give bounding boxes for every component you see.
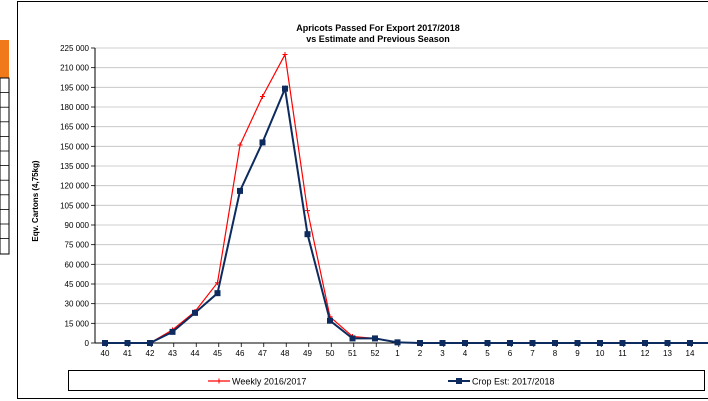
x-tick-label: 42 xyxy=(146,349,155,358)
x-tick-label: 43 xyxy=(168,349,177,358)
data-point-marker xyxy=(439,340,446,346)
y-tick-label: 60 000 xyxy=(65,260,90,269)
data-point-marker xyxy=(484,340,491,346)
side-panel-lines xyxy=(0,92,9,240)
gridlines xyxy=(94,47,708,344)
data-point-marker xyxy=(417,340,423,346)
data-point-marker xyxy=(237,142,243,148)
y-tick-label: 105 000 xyxy=(60,201,89,210)
x-tick-label: 52 xyxy=(371,349,380,358)
y-tick-label: 0 xyxy=(85,339,90,348)
x-tick-label: 46 xyxy=(236,349,245,358)
x-tick-label: 9 xyxy=(575,349,580,358)
y-tick-label: 210 000 xyxy=(60,64,89,73)
legend: Weekly 2016/2017 Crop Est: 2017/2018 xyxy=(208,377,555,387)
legend-label: Weekly 2016/2017 xyxy=(232,377,306,387)
data-point-marker xyxy=(327,317,333,324)
data-point-marker xyxy=(147,340,153,346)
data-point-marker xyxy=(597,340,603,346)
data-point-marker xyxy=(372,335,378,342)
x-tick-label: 40 xyxy=(101,349,110,358)
x-tick-label: 3 xyxy=(440,349,445,358)
data-point-marker xyxy=(260,94,265,100)
data-point-marker xyxy=(687,340,693,346)
data-point-marker xyxy=(462,340,468,346)
data-point-marker xyxy=(282,85,288,92)
x-tick-label: 47 xyxy=(258,349,267,358)
x-tick-label: 50 xyxy=(326,349,335,358)
chart-title: Apricots Passed For Export 2017/2018 xyxy=(296,23,460,33)
legend-marker xyxy=(216,378,222,384)
y-tick-label: 120 000 xyxy=(60,182,89,191)
x-tick-label: 14 xyxy=(686,349,695,358)
x-tick-label: 6 xyxy=(508,349,513,358)
x-tick-label: 11 xyxy=(618,349,627,358)
data-point-marker xyxy=(349,335,356,342)
x-tick-label: 4 xyxy=(463,349,468,358)
x-tick-label: 48 xyxy=(281,349,290,358)
data-point-marker xyxy=(664,340,671,346)
x-tick-label: 2 xyxy=(418,349,423,358)
legend-marker xyxy=(456,378,462,384)
x-tick-label: 51 xyxy=(348,349,357,358)
data-point-marker xyxy=(574,340,581,346)
data-point-marker xyxy=(237,187,243,194)
data-point-marker xyxy=(394,339,401,346)
chart-subtitle: vs Estimate and Previous Season xyxy=(306,34,450,44)
data-point-marker xyxy=(124,340,131,346)
data-point-marker xyxy=(169,328,176,335)
data-point-marker xyxy=(192,309,198,316)
y-tick-label: 195 000 xyxy=(60,83,89,92)
data-point-marker xyxy=(304,231,311,238)
x-tick-label: 45 xyxy=(213,349,222,358)
x-tick-label: 5 xyxy=(485,349,490,358)
legend-label: Crop Est: 2017/2018 xyxy=(472,377,555,387)
data-point-marker xyxy=(102,340,108,346)
x-axis-ticks: 40 41 42 43 44 45 46 47 48 49 50 51 52 1 2 3 4 5 6 7 8 9 10 11 1… xyxy=(101,343,695,358)
data-point-marker xyxy=(619,340,626,346)
series-line-1 xyxy=(105,84,708,344)
y-tick-label: 150 000 xyxy=(60,142,89,151)
series-layer xyxy=(102,52,708,346)
x-tick-label: 10 xyxy=(596,349,605,358)
x-tick-label: 8 xyxy=(553,349,558,358)
side-panel-fragment xyxy=(0,40,10,255)
y-tick-label: 135 000 xyxy=(60,162,89,171)
y-tick-label: 90 000 xyxy=(65,221,90,230)
y-tick-label: 30 000 xyxy=(65,300,90,309)
data-point-marker xyxy=(552,340,558,346)
legend-box xyxy=(68,370,705,391)
x-tick-label: 49 xyxy=(303,349,312,358)
x-tick-label: 13 xyxy=(663,349,672,358)
x-tick-label: 41 xyxy=(123,349,132,358)
y-tick-label: 225 000 xyxy=(60,44,89,53)
y-tick-label: 180 000 xyxy=(60,103,89,112)
x-tick-label: 44 xyxy=(191,349,200,358)
data-point-marker xyxy=(507,340,513,346)
y-axis-label: Eqv. Cartons (4,75kg) xyxy=(31,160,40,242)
x-tick-label: 1 xyxy=(395,349,400,358)
x-tick-label: 7 xyxy=(530,349,535,358)
y-axis-ticks: 0 15 000 30 000 45 000 60 000 75 000 90 000 105… xyxy=(60,44,95,348)
x-tick-label: 12 xyxy=(641,349,650,358)
y-tick-label: 165 000 xyxy=(60,123,89,132)
y-tick-label: 15 000 xyxy=(65,319,90,328)
data-point-marker xyxy=(305,208,310,214)
data-point-marker xyxy=(282,52,288,58)
data-point-marker xyxy=(529,340,536,346)
y-tick-label: 75 000 xyxy=(65,241,90,250)
side-panel-accent xyxy=(0,40,9,78)
data-point-marker xyxy=(642,340,648,346)
data-point-marker xyxy=(214,290,221,297)
y-tick-label: 45 000 xyxy=(65,280,90,289)
data-point-marker xyxy=(259,139,266,146)
